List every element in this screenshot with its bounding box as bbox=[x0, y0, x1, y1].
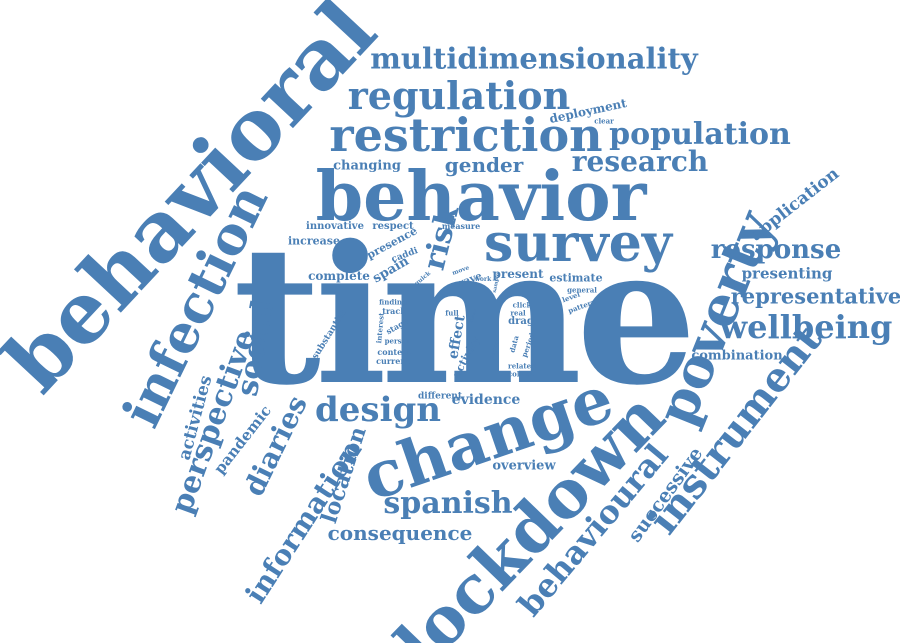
word-combination: combination bbox=[691, 348, 783, 364]
word-wellbeing: wellbeing bbox=[719, 308, 893, 346]
word-changing: changing bbox=[333, 158, 401, 174]
word-interest: interest bbox=[374, 312, 386, 344]
word-overview: overview bbox=[492, 458, 556, 474]
word-track: track bbox=[382, 306, 406, 316]
word-respect: respect bbox=[372, 221, 414, 232]
word-behavior: behavior bbox=[315, 157, 647, 237]
word-context: context bbox=[377, 347, 411, 357]
word-application: application bbox=[746, 163, 844, 246]
word-measure: measure bbox=[441, 221, 481, 231]
word-full: full bbox=[445, 308, 459, 318]
word-gender: gender bbox=[444, 153, 524, 177]
word-click: click bbox=[512, 300, 532, 310]
word-current: current bbox=[376, 356, 410, 366]
word-population: population bbox=[609, 117, 791, 152]
word-innovative: innovative bbox=[306, 221, 364, 232]
word-design: design bbox=[315, 390, 441, 430]
word-related: related bbox=[508, 361, 536, 371]
word-time: time bbox=[233, 204, 697, 427]
word-work: work bbox=[474, 276, 492, 283]
word-collect: collect bbox=[507, 369, 535, 379]
word-finding: finding bbox=[379, 297, 407, 307]
word-real: real bbox=[510, 308, 526, 318]
word-research: research bbox=[571, 145, 709, 178]
word-consequence: consequence bbox=[327, 521, 473, 545]
word-regulation: regulation bbox=[347, 73, 571, 118]
word-general: general bbox=[567, 285, 597, 295]
word-estimate: estimate bbox=[549, 271, 603, 285]
word-restriction: restriction bbox=[329, 108, 603, 162]
word-multidimensionality: multidimensionality bbox=[370, 41, 698, 76]
word-survey: survey bbox=[484, 213, 672, 274]
word-present: present bbox=[492, 267, 544, 281]
word-person: person bbox=[384, 336, 412, 346]
word-increase: increase bbox=[288, 234, 340, 248]
word-presenting: presenting bbox=[741, 264, 833, 283]
word-spanish: spanish bbox=[383, 486, 513, 521]
word-representative: representative bbox=[730, 283, 900, 309]
word-different: different bbox=[418, 391, 462, 402]
word-response: response bbox=[710, 235, 842, 265]
word-evidence: evidence bbox=[451, 392, 521, 408]
word-complete: complete bbox=[308, 269, 370, 283]
word-drag: drag bbox=[508, 316, 534, 327]
word-clear: clear bbox=[594, 116, 614, 126]
